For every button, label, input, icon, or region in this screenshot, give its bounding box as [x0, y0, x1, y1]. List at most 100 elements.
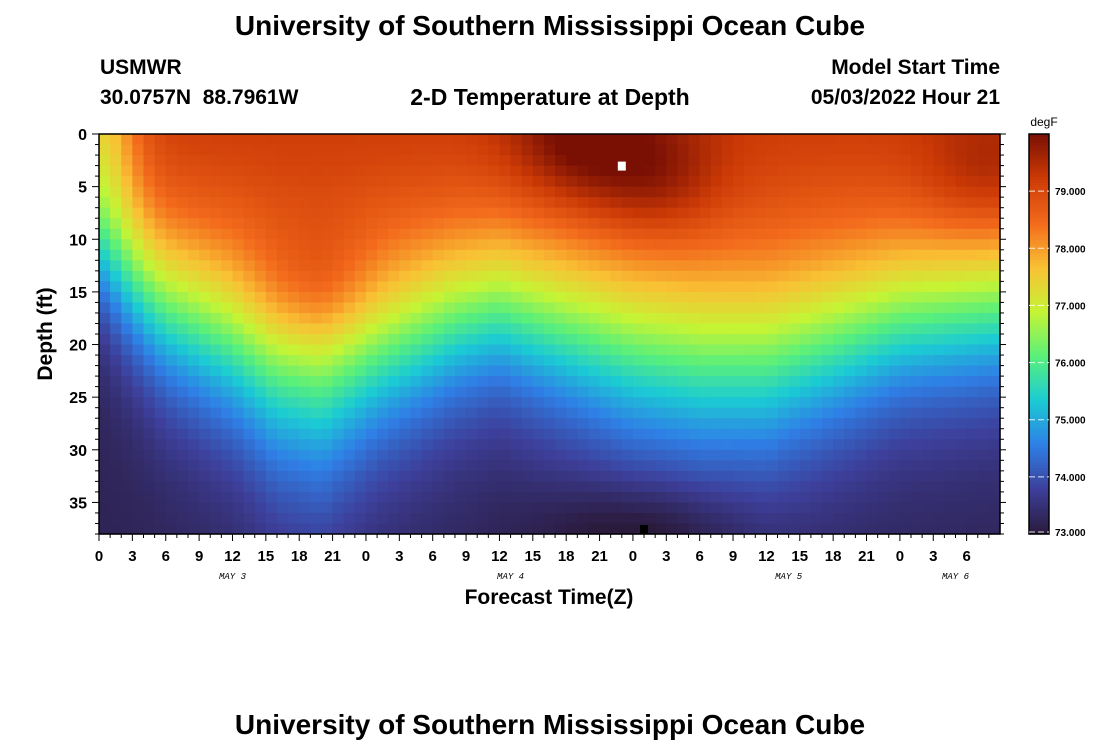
heatmap-cell: [666, 512, 679, 525]
heatmap-cell: [543, 302, 556, 314]
heatmap-cell: [499, 218, 512, 230]
heatmap-cell: [443, 481, 456, 493]
heatmap-cell: [733, 197, 745, 209]
heatmap-cell: [877, 418, 890, 430]
heatmap-cell: [443, 239, 456, 251]
heatmap-cell: [933, 134, 945, 146]
heatmap-cell: [599, 407, 612, 419]
heatmap-cell: [777, 491, 790, 504]
heatmap-cell: [822, 523, 834, 535]
heatmap-cell: [510, 291, 523, 304]
heatmap-cell: [365, 386, 378, 398]
heatmap-cell: [955, 365, 968, 377]
heatmap-cell: [388, 418, 400, 430]
heatmap-cell: [577, 186, 590, 198]
heatmap-cell: [755, 449, 767, 461]
heatmap-cell: [655, 270, 667, 282]
heatmap-cell: [365, 218, 378, 230]
heatmap-cell: [443, 323, 456, 335]
heatmap-cell: [254, 355, 267, 367]
heatmap-cell: [288, 491, 300, 504]
heatmap-cell: [644, 134, 656, 146]
heatmap-cell: [933, 249, 945, 261]
heatmap-cell: [354, 176, 367, 188]
heatmap-cell: [577, 460, 590, 472]
heatmap-cell: [543, 165, 556, 177]
heatmap-cell: [977, 470, 990, 482]
heatmap-cell: [221, 376, 234, 388]
heatmap-cell: [110, 302, 122, 314]
heatmap-cell: [877, 502, 890, 514]
heatmap-cell: [443, 218, 456, 230]
heatmap-cell: [510, 407, 523, 419]
heatmap-cell: [933, 281, 945, 293]
heatmap-cell: [766, 481, 779, 493]
heatmap-cell: [588, 376, 601, 388]
heatmap-cell: [755, 155, 767, 167]
heatmap-cell: [621, 470, 634, 482]
heatmap-cell: [888, 365, 901, 377]
heatmap-cell: [777, 302, 790, 314]
heatmap-cell: [110, 491, 122, 504]
heatmap-cell: [499, 449, 512, 461]
heatmap-cell: [365, 165, 378, 177]
heatmap-cell: [299, 344, 311, 356]
heatmap-cell: [566, 270, 578, 282]
heatmap-cell: [288, 134, 300, 146]
heatmap-cell: [855, 155, 868, 167]
heatmap-cell: [744, 197, 756, 209]
heatmap-cell: [254, 207, 267, 219]
heatmap-cell: [588, 449, 601, 461]
heatmap-cell: [165, 418, 178, 430]
heatmap-cell: [187, 502, 200, 514]
heatmap-cell: [977, 155, 990, 167]
heatmap-cell: [733, 134, 745, 146]
heatmap-cell: [121, 365, 133, 377]
heatmap-cell: [154, 449, 167, 461]
heatmap-cell: [966, 449, 979, 461]
heatmap-cell: [365, 144, 378, 156]
heatmap-cell: [232, 249, 245, 261]
heatmap-cell: [410, 249, 423, 261]
heatmap-cell: [933, 397, 945, 409]
heatmap-cell: [432, 460, 445, 472]
heatmap-cell: [588, 428, 601, 440]
heatmap-cell: [588, 365, 601, 377]
heatmap-cell: [221, 228, 234, 240]
heatmap-cell: [143, 334, 156, 346]
heatmap-cell: [154, 460, 167, 472]
heatmap-cell: [377, 344, 389, 356]
heatmap-cell: [888, 176, 901, 188]
heatmap-cell: [888, 428, 901, 440]
heatmap-cell: [410, 228, 423, 240]
heatmap-cell: [966, 460, 979, 472]
heatmap-cell: [977, 334, 990, 346]
colorbar-swatch: [1029, 271, 1049, 275]
heatmap-cell: [488, 207, 501, 219]
heatmap-cell: [288, 260, 300, 272]
heatmap-cell: [321, 281, 334, 293]
heatmap-cell: [855, 397, 868, 409]
heatmap-cell: [666, 312, 679, 325]
heatmap-cell: [877, 186, 890, 198]
heatmap-cell: [132, 144, 145, 156]
colorbar-swatch: [1029, 496, 1049, 501]
heatmap-cell: [911, 155, 923, 167]
heatmap-cell: [388, 512, 400, 525]
heatmap-cell: [388, 439, 400, 451]
heatmap-cell: [499, 512, 512, 525]
heatmap-cell: [799, 302, 812, 314]
heatmap-cell: [265, 323, 278, 335]
heatmap-cell: [265, 197, 278, 209]
heatmap-cell: [810, 428, 823, 440]
heatmap-cell: [777, 249, 790, 261]
y-tick-label: 20: [69, 338, 87, 355]
heatmap-cell: [499, 523, 512, 535]
heatmap-cell: [632, 344, 645, 356]
heatmap-cell: [254, 397, 267, 409]
heatmap-cell: [232, 144, 245, 156]
colorbar-swatch: [1029, 176, 1049, 181]
heatmap-cell: [276, 228, 289, 240]
heatmap-cell: [777, 291, 790, 304]
heatmap-cell: [232, 197, 245, 209]
